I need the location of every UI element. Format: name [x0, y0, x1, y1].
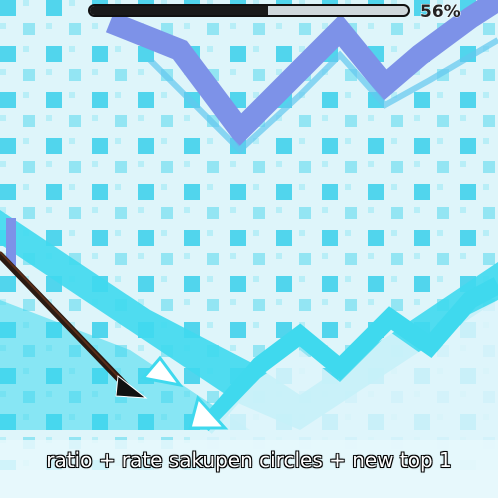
- floor-fill: [200, 300, 498, 470]
- wave-trail-highlight: [0, 251, 126, 385]
- triangle-obstacle: [188, 394, 229, 430]
- video-caption: ratio + rate sakupen circles + new top 1: [46, 448, 452, 472]
- left-pillar: [6, 218, 16, 266]
- ceiling-zigzag-inner: [147, 37, 498, 155]
- triangle-obstacle: [140, 355, 184, 388]
- cyan-lower-left: [0, 300, 250, 430]
- floor-zigzag: [198, 277, 498, 434]
- progress-percent: 56%: [420, 2, 462, 23]
- progress-bar-fill: [90, 6, 269, 15]
- bottom-strip: [0, 440, 498, 498]
- progress-bar: [88, 4, 410, 17]
- ceiling-zigzag: [105, 0, 498, 147]
- wave-player: [115, 375, 148, 399]
